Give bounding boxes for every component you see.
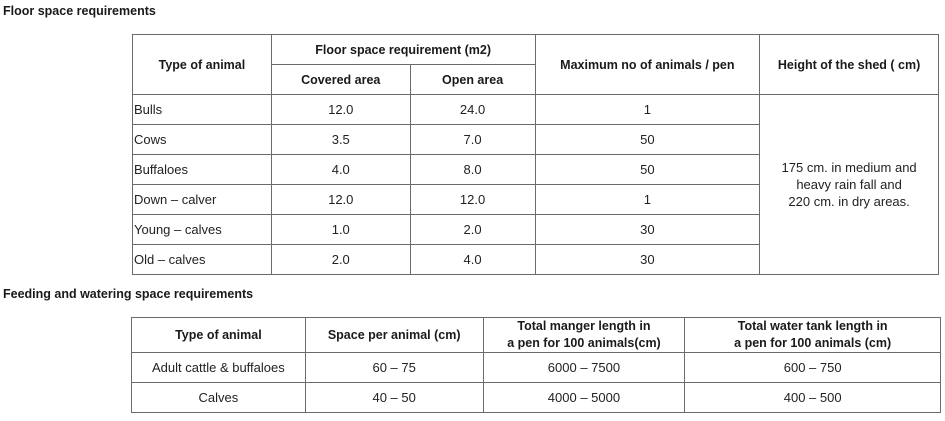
- cell-open: 4.0: [409, 244, 536, 275]
- cell-open: 12.0: [409, 184, 536, 215]
- header-type-of-animal: Type of animal: [131, 317, 306, 353]
- cell-space: 60 – 75: [304, 352, 484, 383]
- cell-open: 24.0: [409, 94, 536, 125]
- cell-covered: 12.0: [270, 94, 411, 125]
- header-covered-area: Covered area: [270, 64, 411, 95]
- cell-covered: 4.0: [270, 154, 411, 185]
- cell-max: 1: [534, 184, 761, 215]
- header-tank-line: a pen for 100 animals (cm): [734, 336, 892, 350]
- cell-open: 8.0: [409, 154, 536, 185]
- cell-animal: Bulls: [132, 94, 272, 125]
- cell-max: 1: [534, 94, 761, 125]
- header-shed-height: Height of the shed ( cm): [759, 34, 939, 95]
- cell-animal: Adult cattle & buffaloes: [131, 352, 306, 383]
- cell-animal: Down – calver: [132, 184, 272, 215]
- header-manger-line: a pen for 100 animals(cm): [507, 336, 661, 350]
- header-tank-line: Total water tank length in: [737, 319, 888, 333]
- table-row: Old – calves 2.0 4.0 30: [132, 244, 939, 275]
- header-floor-space: Floor space requirement (m2): [270, 34, 536, 65]
- cell-covered: 12.0: [270, 184, 411, 215]
- feeding-watering-heading: Feeding and watering space requirements: [3, 287, 254, 301]
- floor-space-table: Type of animal Floor space requirement (…: [132, 34, 939, 275]
- cell-covered: 3.5: [270, 124, 411, 155]
- cell-covered: 1.0: [270, 214, 411, 245]
- header-open-area: Open area: [409, 64, 536, 95]
- cell-manger: 6000 – 7500: [482, 352, 686, 383]
- cell-animal: Calves: [131, 382, 306, 413]
- cell-space: 40 – 50: [304, 382, 484, 413]
- shed-height-line: 220 cm. in dry areas.: [788, 194, 910, 209]
- table-row: Buffaloes 4.0 8.0 50: [132, 154, 939, 185]
- shed-height-line: 175 cm. in medium and: [781, 160, 917, 175]
- cell-max: 30: [534, 244, 761, 275]
- floor-space-heading: Floor space requirements: [3, 4, 156, 18]
- feeding-watering-table: Type of animal Space per animal (cm) Tot…: [131, 317, 941, 413]
- cell-manger: 4000 – 5000: [482, 382, 686, 413]
- table-row: Calves 40 – 50 4000 – 5000 400 – 500: [131, 382, 941, 413]
- table-row: Down – calver 12.0 12.0 1: [132, 184, 939, 215]
- table-row: Adult cattle & buffaloes 60 – 75 6000 – …: [131, 352, 941, 383]
- cell-animal: Buffaloes: [132, 154, 272, 185]
- header-space-per-animal: Space per animal (cm): [304, 317, 484, 353]
- cell-covered: 2.0: [270, 244, 411, 275]
- header-manger-line: Total manger length in: [517, 319, 651, 333]
- header-type-of-animal: Type of animal: [132, 34, 272, 95]
- cell-max: 30: [534, 214, 761, 245]
- table-row: Cows 3.5 7.0 50: [132, 124, 939, 155]
- cell-open: 7.0: [409, 124, 536, 155]
- table-row: Bulls 12.0 24.0 1 175 cm. in medium and …: [132, 94, 939, 275]
- cell-open: 2.0: [409, 214, 536, 245]
- cell-shed-height: 175 cm. in medium and heavy rain fall an…: [759, 94, 939, 275]
- header-max-animals: Maximum no of animals / pen: [534, 34, 761, 95]
- cell-animal: Young – calves: [132, 214, 272, 245]
- cell-animal: Cows: [132, 124, 272, 155]
- cell-animal: Old – calves: [132, 244, 272, 275]
- cell-max: 50: [534, 124, 761, 155]
- cell-tank: 400 – 500: [684, 382, 941, 413]
- cell-tank: 600 – 750: [684, 352, 941, 383]
- shed-height-line: heavy rain fall and: [796, 177, 902, 192]
- header-tank-length: Total water tank length in a pen for 100…: [684, 317, 941, 353]
- header-manger-length: Total manger length in a pen for 100 ani…: [482, 317, 686, 353]
- cell-max: 50: [534, 154, 761, 185]
